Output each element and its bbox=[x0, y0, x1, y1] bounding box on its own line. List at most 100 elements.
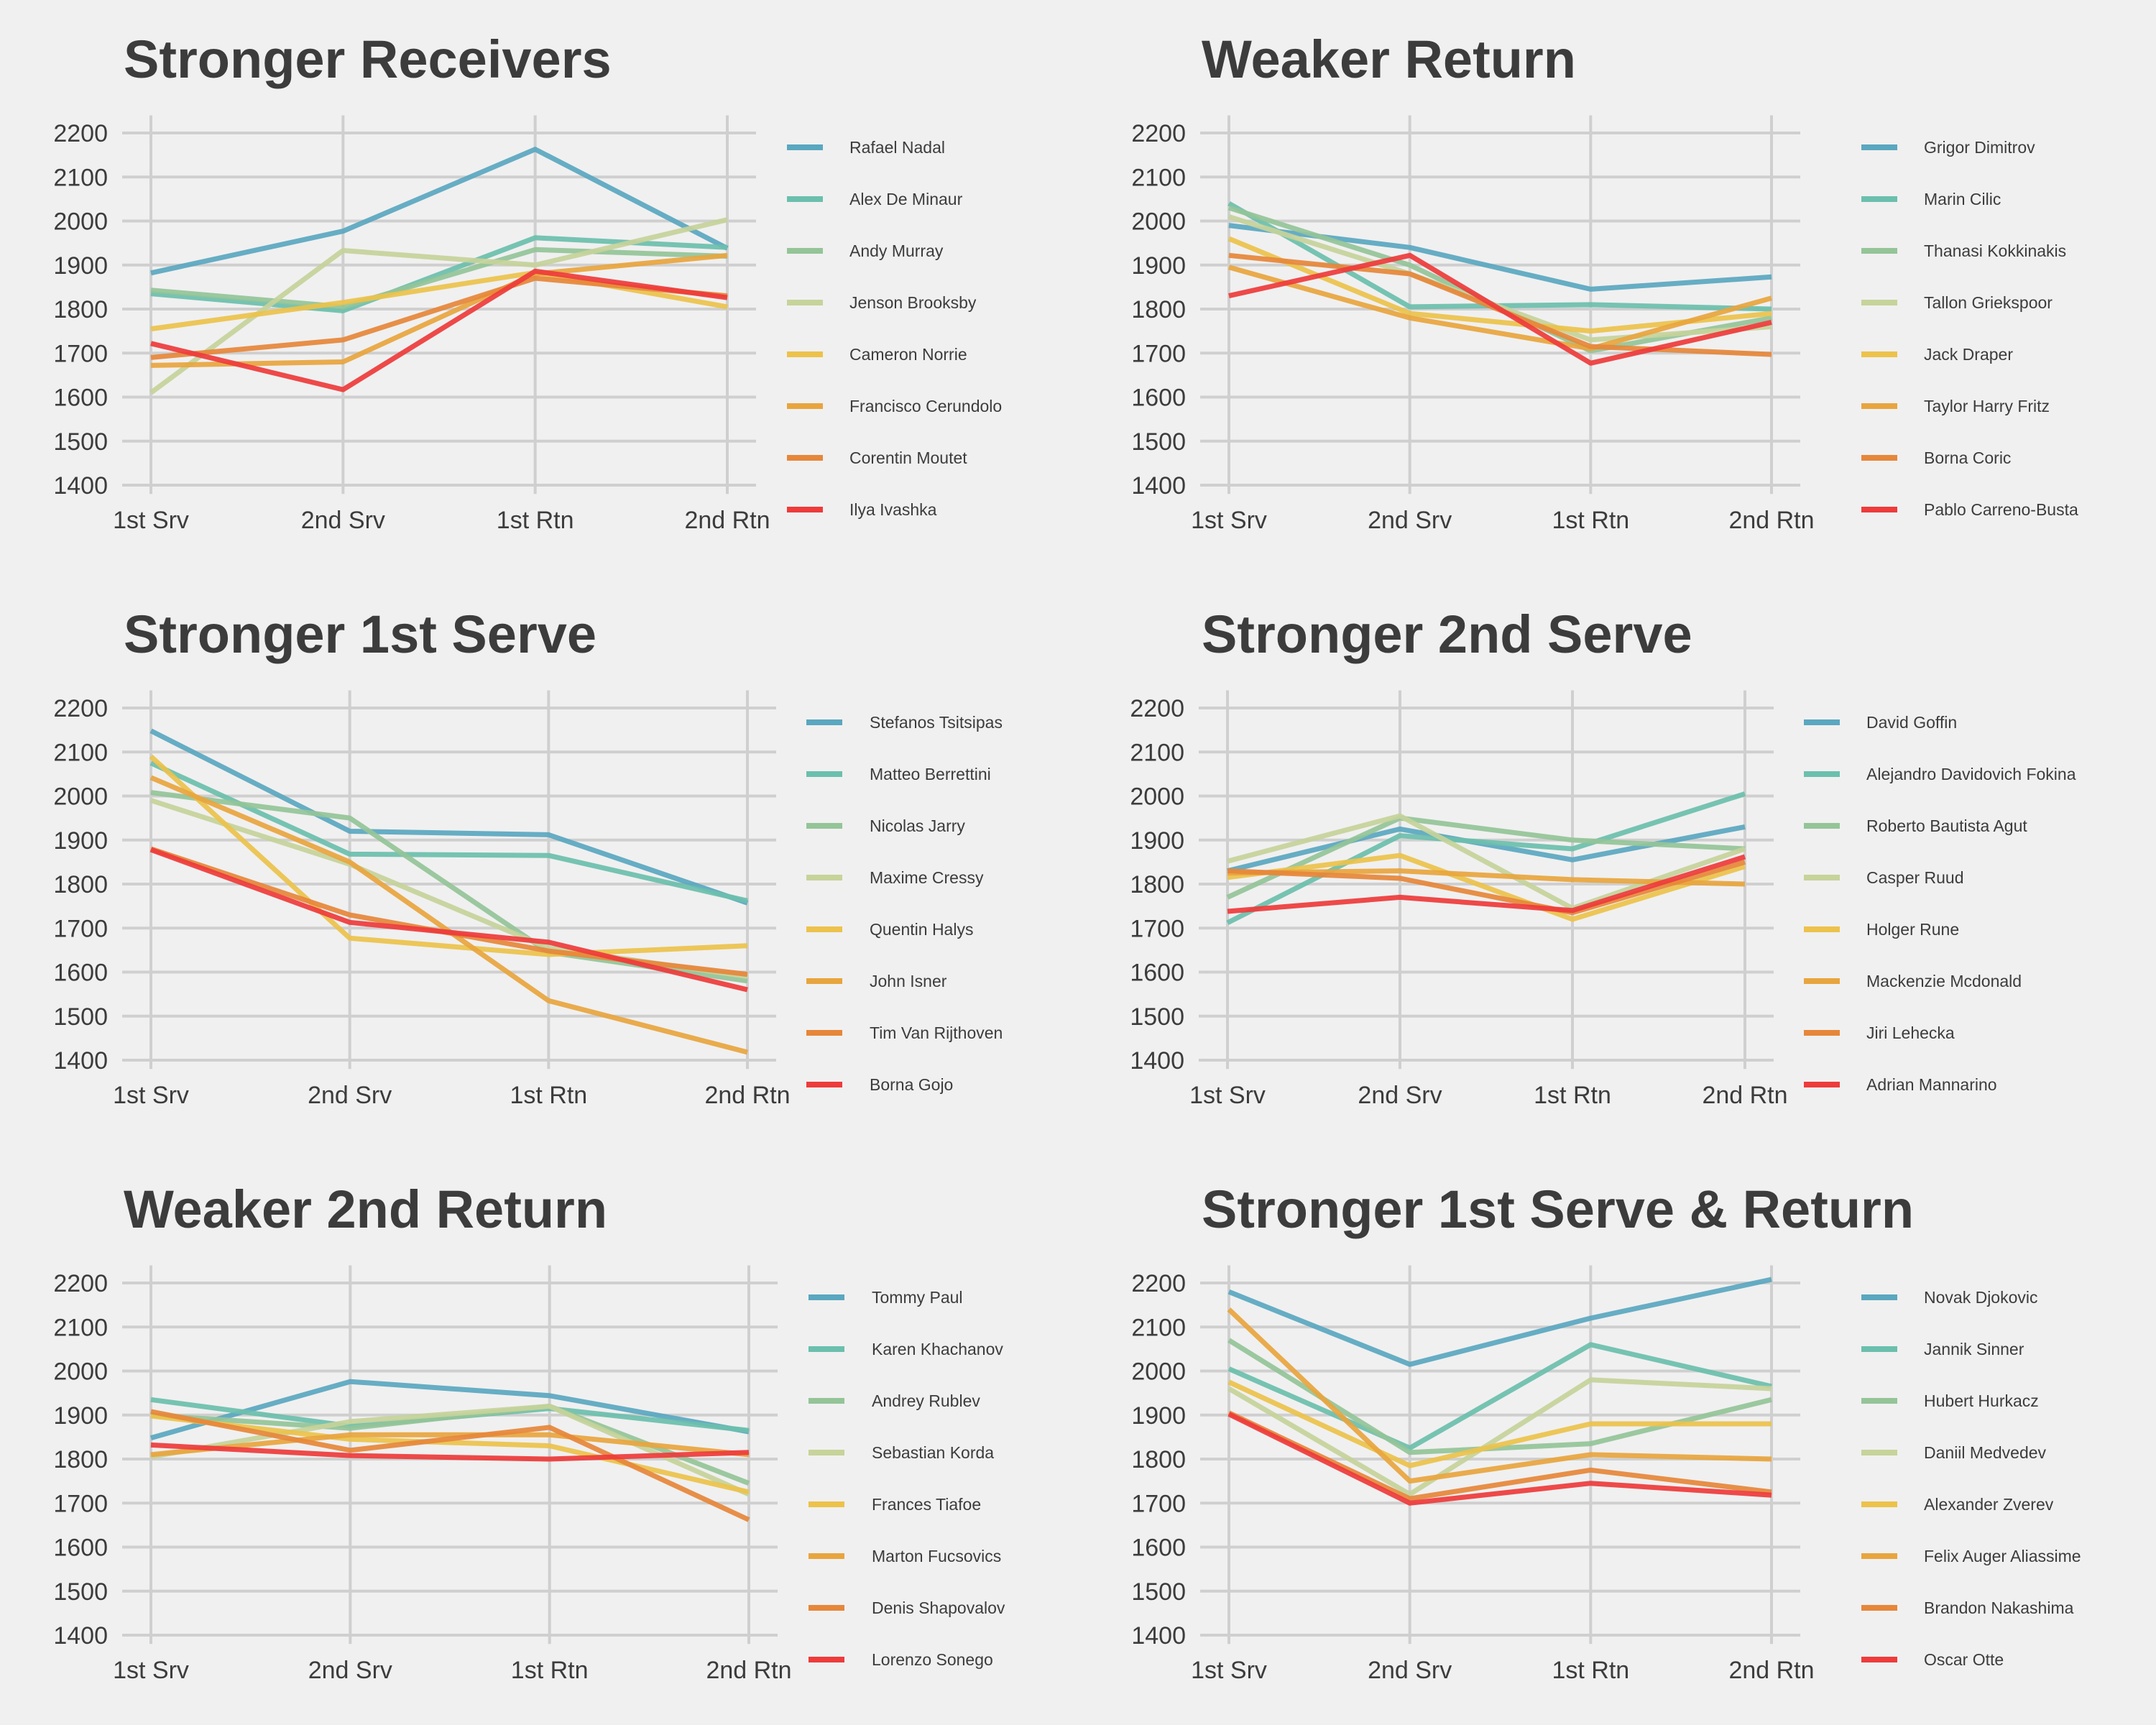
legend-item: Alexander Zverev bbox=[1861, 1495, 2054, 1514]
x-axis: 1st Srv 2nd Srv 1st Rtn 2nd Rtn bbox=[1191, 1657, 1814, 1684]
y-tick-label: 2100 bbox=[1131, 164, 1186, 191]
legend-label: David Goffin bbox=[1866, 713, 1957, 732]
series-line-taylor-harry-fritz bbox=[1228, 264, 1772, 351]
legend-label: Marin Cilic bbox=[1924, 190, 2001, 208]
legend-label: Tallon Griekspoor bbox=[1924, 293, 2053, 312]
legend-item: Casper Ruud bbox=[1804, 868, 1964, 887]
legend-item: Taylor Harry Fritz bbox=[1861, 397, 2050, 415]
series-line-holger-rune bbox=[1227, 852, 1746, 922]
x-tick-label: 1st Rtn bbox=[1552, 1657, 1629, 1684]
y-tick-label: 2000 bbox=[53, 783, 108, 811]
legend: Tommy Paul Karen Khachanov Andrey Rublev Se… bbox=[808, 1288, 1005, 1669]
legend-label: Brandon Nakashima bbox=[1924, 1598, 2074, 1617]
y-tick-label: 2200 bbox=[53, 1270, 108, 1297]
legend-label: Lorenzo Sonego bbox=[872, 1650, 993, 1669]
legend-item: Marin Cilic bbox=[1861, 190, 2001, 208]
legend-item: Roberto Bautista Agut bbox=[1804, 816, 2027, 835]
y-tick-label: 1900 bbox=[1131, 252, 1186, 280]
x-axis: 1st Srv 2nd Srv 1st Rtn 2nd Rtn bbox=[113, 507, 770, 534]
legend: Stefanos Tsitsipas Matteo Berrettini Nicol… bbox=[806, 713, 1003, 1094]
x-tick-label: 1st Rtn bbox=[1552, 507, 1629, 534]
grid bbox=[1200, 1265, 1800, 1644]
series-line-novak-djokovic bbox=[1227, 1276, 1772, 1367]
legend-label: Andrey Rublev bbox=[872, 1392, 980, 1410]
y-tick-label: 1700 bbox=[53, 915, 108, 942]
legend-item: Denis Shapovalov bbox=[808, 1598, 1005, 1617]
y-tick-label: 1400 bbox=[1131, 472, 1186, 500]
legend-item: Maxime Cressy bbox=[806, 868, 984, 887]
line-chart: 1400 1500 1600 1700 1800 1900 2000 2100 2200 1st … bbox=[1131, 1265, 2081, 1684]
legend-label: Rafael Nadal bbox=[849, 138, 945, 157]
legend-item: Sebastian Korda bbox=[808, 1443, 994, 1462]
y-axis: 1400 1500 1600 1700 1800 1900 2000 2100 2200 bbox=[53, 695, 108, 1075]
legend-label: Cameron Norrie bbox=[849, 345, 967, 364]
legend-item: Rafael Nadal bbox=[787, 138, 945, 157]
legend-label: Jannik Sinner bbox=[1924, 1340, 2024, 1358]
y-tick-label: 1500 bbox=[1130, 1003, 1184, 1031]
legend-item: Borna Gojo bbox=[806, 1075, 953, 1094]
legend-item: Lorenzo Sonego bbox=[808, 1650, 993, 1669]
y-tick-label: 1800 bbox=[1131, 296, 1186, 323]
y-tick-label: 2100 bbox=[53, 1314, 108, 1341]
legend-item: Corentin Moutet bbox=[787, 448, 967, 467]
x-tick-label: 2nd Srv bbox=[1368, 1657, 1452, 1684]
legend: David Goffin Alejandro Davidovich Fokina R… bbox=[1804, 713, 2076, 1094]
legend-label: Adrian Mannarino bbox=[1866, 1075, 1997, 1094]
series-lines bbox=[1227, 201, 1772, 366]
legend-item: Francisco Cerundolo bbox=[787, 397, 1002, 415]
legend-label: Jenson Brooksby bbox=[849, 293, 977, 312]
legend-item: John Isner bbox=[806, 972, 947, 990]
y-tick-label: 1500 bbox=[53, 1003, 108, 1031]
legend-label: Marton Fucsovics bbox=[872, 1547, 1001, 1565]
legend-label: Felix Auger Aliassime bbox=[1924, 1547, 2081, 1565]
y-tick-label: 2000 bbox=[1131, 1358, 1186, 1386]
legend-item: Nicolas Jarry bbox=[806, 816, 965, 835]
chart-panel-weaker-2nd-return: Weaker 2nd Return 1400 1500 1600 1700 1800 190… bbox=[0, 1150, 1078, 1725]
x-tick-label: 2nd Srv bbox=[1358, 1082, 1442, 1109]
series-line-alejandro-davidovich-fokina bbox=[1226, 791, 1746, 926]
legend-label: Sebastian Korda bbox=[872, 1443, 994, 1462]
series-line-quentin-halys bbox=[149, 754, 748, 957]
legend-item: Karen Khachanov bbox=[808, 1340, 1003, 1358]
legend-label: Quentin Halys bbox=[870, 920, 973, 939]
legend-label: Tommy Paul bbox=[872, 1288, 963, 1307]
legend-item: Jack Draper bbox=[1861, 345, 2013, 364]
y-tick-label: 2100 bbox=[1130, 739, 1184, 766]
x-axis: 1st Srv 2nd Srv 1st Rtn 2nd Rtn bbox=[113, 1082, 790, 1109]
legend-item: Ilya Ivashka bbox=[787, 500, 937, 519]
legend-label: Nicolas Jarry bbox=[870, 816, 965, 835]
legend-item: Jenson Brooksby bbox=[787, 293, 977, 312]
y-tick-label: 1400 bbox=[53, 1047, 108, 1075]
y-tick-label: 1700 bbox=[1131, 1490, 1186, 1517]
line-chart: 1400 1500 1600 1700 1800 1900 2000 2100 2200 1st … bbox=[1130, 690, 2076, 1109]
y-tick-label: 1600 bbox=[1130, 960, 1184, 987]
x-tick-label: 2nd Srv bbox=[308, 1657, 392, 1684]
grid bbox=[122, 115, 756, 494]
legend-item: Tommy Paul bbox=[808, 1288, 963, 1307]
y-axis: 1400 1500 1600 1700 1800 1900 2000 2100 2200 bbox=[1131, 120, 1186, 500]
legend-item: Holger Rune bbox=[1804, 920, 1959, 939]
legend: Novak Djokovic Jannik Sinner Hubert Hurkac… bbox=[1861, 1288, 2081, 1669]
y-tick-label: 2100 bbox=[53, 739, 108, 766]
y-tick-label: 1800 bbox=[53, 871, 108, 898]
y-tick-label: 2000 bbox=[53, 208, 108, 236]
legend-item: Mackenzie Mcdonald bbox=[1804, 972, 2022, 990]
x-tick-label: 1st Srv bbox=[113, 1082, 189, 1109]
series-line-borna-gojo bbox=[149, 847, 748, 993]
legend-label: Taylor Harry Fritz bbox=[1924, 397, 2050, 415]
legend-label: Corentin Moutet bbox=[849, 448, 967, 467]
legend-item: Thanasi Kokkinakis bbox=[1861, 242, 2066, 260]
chart-title: Stronger 1st Serve & Return bbox=[1202, 1179, 1915, 1239]
x-tick-label: 1st Srv bbox=[1189, 1082, 1266, 1109]
legend-label: Karen Khachanov bbox=[872, 1340, 1003, 1358]
x-axis: 1st Srv 2nd Srv 1st Rtn 2nd Rtn bbox=[1189, 1082, 1787, 1109]
y-tick-label: 1400 bbox=[1131, 1622, 1186, 1650]
series-line-jenson-brooksby bbox=[149, 217, 728, 395]
legend-item: Novak Djokovic bbox=[1861, 1288, 2038, 1307]
legend: Rafael Nadal Alex De Minaur Andy Murray Jen… bbox=[787, 138, 1002, 519]
y-tick-label: 1600 bbox=[1131, 1535, 1186, 1562]
series-lines bbox=[149, 728, 749, 1055]
y-tick-label: 1800 bbox=[1131, 1446, 1186, 1473]
series-line-casper-ruud bbox=[1227, 813, 1746, 911]
